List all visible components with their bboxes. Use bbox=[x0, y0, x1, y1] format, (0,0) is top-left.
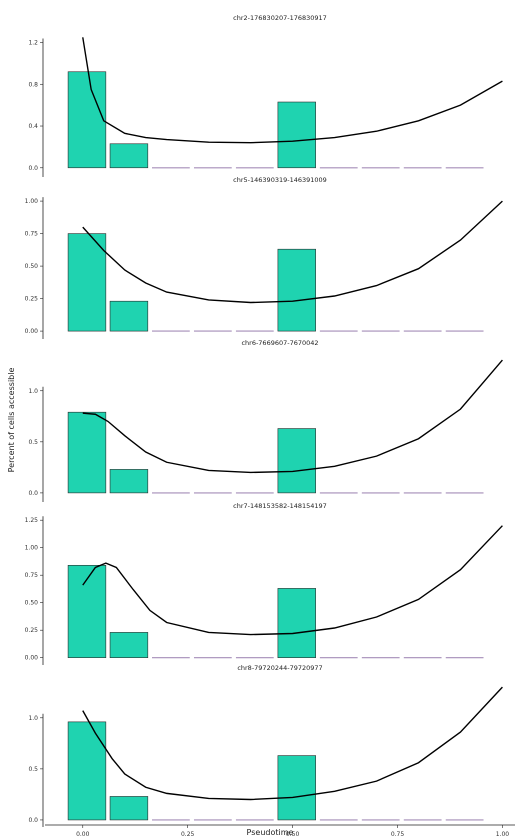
bar bbox=[109, 300, 149, 332]
y-tick-label: 1.00 bbox=[25, 545, 39, 552]
y-tick-label: 0.75 bbox=[25, 231, 39, 238]
smoothed-trend-line bbox=[82, 37, 503, 144]
y-tick-label: 0.50 bbox=[25, 263, 39, 270]
y-tick-label: 0.75 bbox=[25, 572, 39, 579]
panel-title: chr8-79720244-79720977 bbox=[237, 664, 322, 672]
y-tick-label: 0.5 bbox=[28, 766, 38, 773]
bar bbox=[277, 755, 316, 821]
x-tick-label: 0.50 bbox=[286, 831, 300, 838]
panel-title: chr2-176830207-176830917 bbox=[233, 14, 327, 22]
y-tick-label: 0.25 bbox=[25, 296, 39, 303]
bar bbox=[67, 564, 107, 658]
bar bbox=[67, 721, 107, 821]
y-tick-label: 0.0 bbox=[28, 490, 38, 497]
panel-3: chr6-7669607-7670042 0.0 0.5 1.0 bbox=[28, 339, 503, 502]
y-tick-label: 0.00 bbox=[25, 655, 39, 662]
panels-group: chr2-176830207-176830917 0.0 0.4 0.8 1.2 chr5… bbox=[25, 14, 515, 838]
y-tick-label: 1.0 bbox=[28, 388, 38, 395]
y-tick-label: 1.25 bbox=[25, 517, 39, 524]
panel-2: chr5-146390319-146391009 0.00 0.25 0.50 0.75… bbox=[25, 176, 503, 339]
y-tick-label: 0.8 bbox=[28, 81, 38, 88]
y-tick-label: 0.4 bbox=[28, 123, 38, 130]
panel-4: chr7-148153582-148154197 0.00 0.25 0.50 0.75… bbox=[25, 502, 503, 665]
y-tick-label: 0.00 bbox=[25, 328, 39, 335]
y-tick-label: 1.00 bbox=[25, 198, 39, 205]
y-tick-label: 1.0 bbox=[28, 715, 38, 722]
panel-title: chr5-146390319-146391009 bbox=[233, 176, 327, 184]
x-tick-label: 1.00 bbox=[496, 831, 510, 838]
bar bbox=[109, 469, 149, 494]
smoothed-trend-line bbox=[82, 525, 503, 636]
bar bbox=[109, 796, 149, 821]
x-axis-label: Pseudotime bbox=[247, 828, 294, 837]
y-tick-label: 0.25 bbox=[25, 627, 39, 634]
bar bbox=[67, 233, 107, 332]
x-axis: 0.00 0.25 0.50 0.75 1.00 bbox=[45, 824, 515, 838]
smoothed-trend-line bbox=[82, 200, 503, 304]
y-tick-label: 0.0 bbox=[28, 817, 38, 824]
bar bbox=[277, 588, 316, 659]
bar bbox=[67, 411, 107, 494]
panel-title: chr7-148153582-148154197 bbox=[233, 502, 327, 510]
panel-1: chr2-176830207-176830917 0.0 0.4 0.8 1.2 bbox=[28, 14, 503, 177]
bar bbox=[109, 632, 149, 659]
y-tick-label: 1.2 bbox=[28, 40, 38, 47]
panel-title: chr6-7669607-7670042 bbox=[241, 339, 318, 347]
bar bbox=[277, 248, 316, 332]
y-axis-label: Percent of cells accessible bbox=[7, 368, 16, 473]
y-tick-label: 0.5 bbox=[28, 439, 38, 446]
x-tick-label: 0.75 bbox=[391, 831, 405, 838]
y-tick-label: 0.50 bbox=[25, 600, 39, 607]
smoothed-trend-line bbox=[82, 359, 503, 474]
bar bbox=[109, 143, 149, 169]
bar bbox=[277, 101, 316, 169]
bar bbox=[67, 71, 107, 169]
smoothed-trend-line bbox=[82, 686, 503, 801]
panel-5: chr8-79720244-79720977 0.0 0.5 1.0 bbox=[28, 664, 503, 827]
bar bbox=[277, 428, 316, 494]
x-tick-label: 0.25 bbox=[181, 831, 195, 838]
y-tick-label: 0.0 bbox=[28, 165, 38, 172]
x-tick-label: 0.00 bbox=[76, 831, 90, 838]
